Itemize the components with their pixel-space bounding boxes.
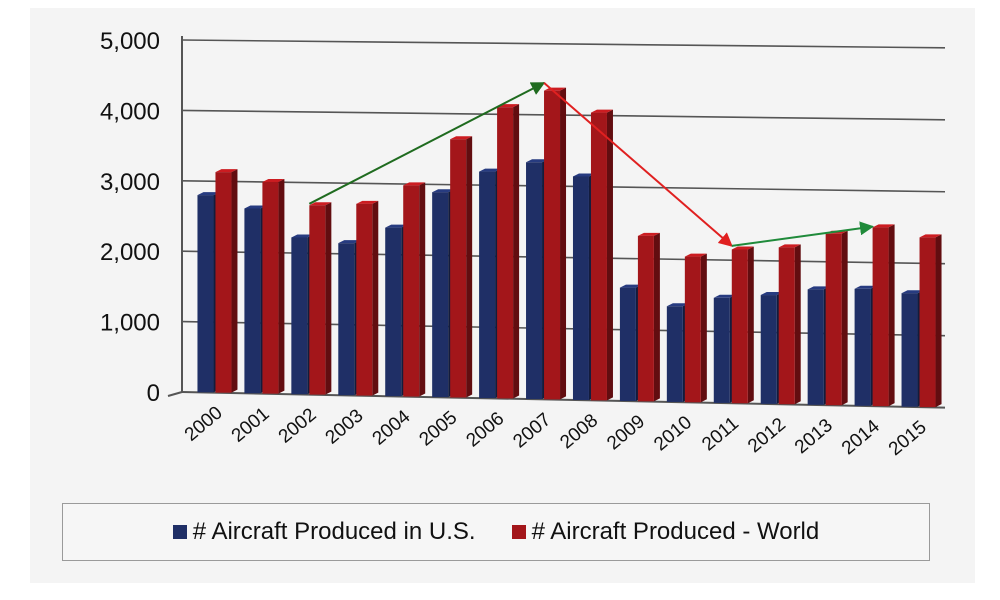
bar-side-world xyxy=(372,201,378,396)
x-tick-labels: 2000 2001 2002 2003 2004 2005 2006 2007 2008 2009… xyxy=(181,402,931,460)
x-tick-label: 2000 xyxy=(181,402,227,445)
bar-side-world xyxy=(231,169,237,393)
x-tick-label: 2009 xyxy=(603,411,649,454)
x-tick-label: 2006 xyxy=(462,408,508,451)
bar-side-world xyxy=(842,231,848,405)
bar-side-world xyxy=(795,244,801,404)
y-tick-label: 0 xyxy=(147,380,160,407)
bar-world-2007 xyxy=(544,91,560,400)
bar-side-world xyxy=(419,182,425,396)
bar-world-2012 xyxy=(779,247,795,404)
trend-arrow xyxy=(732,227,873,246)
bar-us-2008 xyxy=(573,176,589,400)
bar-us-2009 xyxy=(620,288,636,401)
legend-label-us: # Aircraft Produced in U.S. xyxy=(193,518,476,546)
x-tick-label: 2008 xyxy=(556,410,602,453)
bar-us-2012 xyxy=(761,295,777,404)
legend-swatch-world xyxy=(512,525,526,539)
bar-world-2005 xyxy=(450,139,466,397)
bar-us-2010 xyxy=(667,306,683,402)
x-tick-label: 2013 xyxy=(791,415,837,458)
bar-world-2002 xyxy=(309,205,325,394)
legend-label-world: # Aircraft Produced - World xyxy=(532,518,820,546)
legend-swatch-us xyxy=(173,525,187,539)
bar-world-2011 xyxy=(732,249,748,403)
x-tick-label: 2010 xyxy=(650,412,696,455)
bar-us-2011 xyxy=(714,298,730,403)
y-tick-label: 3,000 xyxy=(100,169,160,196)
gridline xyxy=(182,40,945,48)
bar-side-world xyxy=(889,224,895,406)
bar-us-2004 xyxy=(385,228,401,397)
bar-side-world xyxy=(560,88,566,400)
x-tick-label: 2007 xyxy=(509,409,555,452)
bar-side-world xyxy=(466,136,472,397)
bar-world-2006 xyxy=(497,107,513,398)
bar-world-2008 xyxy=(591,113,607,401)
bar-us-2000 xyxy=(197,195,213,392)
x-tick-label: 2014 xyxy=(838,416,884,460)
bar-us-2007 xyxy=(526,162,542,399)
bar-world-2013 xyxy=(826,234,842,405)
bar-world-2014 xyxy=(873,227,889,406)
bar-world-2015 xyxy=(920,237,936,407)
bar-us-2001 xyxy=(244,208,260,393)
trend-arrow xyxy=(544,83,732,246)
bar-world-2000 xyxy=(215,172,231,393)
bar-side-world xyxy=(654,233,660,401)
x-tick-label: 2003 xyxy=(322,405,368,448)
bar-side-world xyxy=(278,179,284,394)
x-tick-label: 2002 xyxy=(275,404,321,447)
x-tick-label: 2015 xyxy=(885,417,931,460)
bar-side-world xyxy=(748,246,754,403)
x-tick-label: 2001 xyxy=(228,403,274,446)
x-tick-label: 2005 xyxy=(415,407,461,450)
y-tick-label: 1,000 xyxy=(100,310,160,337)
bar-world-2003 xyxy=(356,204,372,396)
bar-world-2004 xyxy=(403,185,419,396)
bar-world-2010 xyxy=(685,257,701,403)
bar-world-2001 xyxy=(262,182,278,394)
y-tick-label: 5,000 xyxy=(100,28,160,55)
bar-side-world xyxy=(936,234,942,407)
x-tick-label: 2011 xyxy=(698,413,743,455)
bar-side-world xyxy=(325,202,331,394)
bar-us-2014 xyxy=(855,289,871,406)
bar-us-2006 xyxy=(479,172,495,399)
x-tick-label: 2012 xyxy=(744,414,790,457)
bar-us-2002 xyxy=(291,237,307,394)
x-tick-label: 2004 xyxy=(369,406,415,450)
legend-entry-us: # Aircraft Produced in U.S. xyxy=(173,518,476,546)
bar-us-2003 xyxy=(338,243,354,395)
bar-side-world xyxy=(513,104,519,398)
axis-corner xyxy=(168,392,182,396)
bar-side-world xyxy=(701,254,707,403)
y-tick-label: 4,000 xyxy=(100,98,160,125)
y-tick-label: 2,000 xyxy=(100,239,160,266)
bar-us-2015 xyxy=(902,293,918,407)
bar-side-world xyxy=(607,110,613,401)
bar-world-2009 xyxy=(638,236,654,401)
legend: # Aircraft Produced in U.S. # Aircraft P… xyxy=(62,503,930,561)
legend-entry-world: # Aircraft Produced - World xyxy=(512,518,820,546)
bar-us-2005 xyxy=(432,192,448,397)
bars-layer xyxy=(197,88,941,407)
bar-us-2013 xyxy=(808,289,824,404)
y-tick-labels: 0 1,000 2,000 3,000 4,000 5,000 xyxy=(100,28,160,407)
